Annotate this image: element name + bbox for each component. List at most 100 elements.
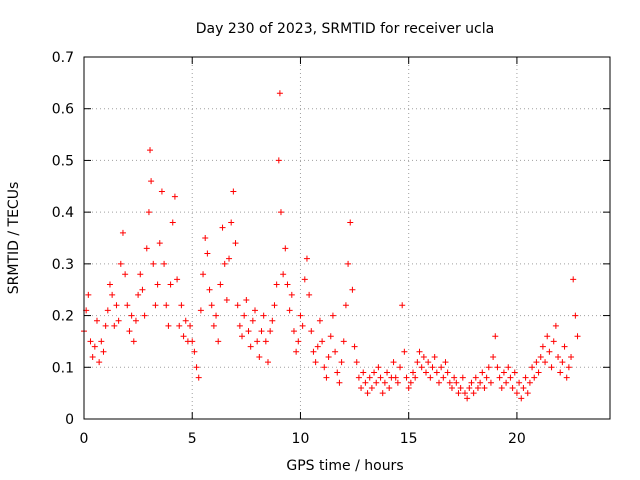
data-point: [435, 379, 442, 386]
data-point: [98, 338, 105, 345]
data-point: [243, 297, 250, 304]
data-point: [565, 364, 572, 371]
y-tick-label: 0.7: [52, 50, 74, 66]
data-point: [282, 245, 289, 252]
data-point: [431, 353, 438, 360]
data-point: [260, 312, 267, 319]
data-point: [550, 338, 557, 345]
data-point: [533, 359, 540, 366]
data-point: [204, 250, 211, 257]
data-point: [384, 369, 391, 376]
data-point: [122, 271, 129, 278]
data-point: [182, 317, 189, 324]
data-point: [366, 374, 373, 381]
data-point: [377, 374, 384, 381]
data-point: [145, 209, 152, 216]
data-point: [574, 333, 581, 340]
data-point: [301, 276, 308, 283]
data-point: [264, 359, 271, 366]
data-point: [187, 322, 194, 329]
data-point: [349, 286, 356, 293]
data-point: [338, 359, 345, 366]
data-point: [329, 312, 336, 319]
data-point: [262, 338, 269, 345]
plot-frame: [83, 56, 611, 420]
data-point: [472, 374, 479, 381]
data-point: [252, 307, 259, 314]
data-point: [351, 343, 358, 350]
data-point: [321, 364, 328, 371]
data-point: [130, 338, 137, 345]
data-point: [414, 359, 421, 366]
data-point: [513, 390, 520, 397]
x-axis-label: GPS time / hours: [286, 458, 403, 474]
data-point: [487, 379, 494, 386]
data-point: [524, 390, 531, 397]
y-tick-label: 0.3: [52, 257, 74, 273]
data-point: [518, 395, 525, 402]
data-point: [297, 312, 304, 319]
x-tick-label: 0: [80, 431, 89, 447]
data-point: [290, 328, 297, 335]
data-point: [559, 359, 566, 366]
data-point: [254, 338, 261, 345]
data-point: [561, 343, 568, 350]
data-point: [503, 379, 510, 386]
data-point: [239, 333, 246, 340]
data-point: [306, 291, 313, 298]
y-tick-label: 0.2: [52, 309, 74, 325]
data-point: [148, 178, 155, 185]
y-tick-label: 0.6: [52, 102, 74, 118]
data-point: [371, 369, 378, 376]
data-point: [362, 379, 369, 386]
data-point: [325, 353, 332, 360]
data-point: [483, 374, 490, 381]
y-tick-label: 0.1: [52, 360, 74, 376]
data-point: [126, 328, 133, 335]
data-point: [316, 317, 323, 324]
data-point: [104, 307, 111, 314]
data-point: [276, 90, 283, 97]
data-point: [169, 219, 176, 226]
data-point: [119, 229, 126, 236]
data-point: [394, 379, 401, 386]
data-point: [174, 276, 181, 283]
data-point: [180, 333, 187, 340]
data-point: [280, 271, 287, 278]
data-point: [496, 374, 503, 381]
x-tick-label: 5: [188, 431, 197, 447]
data-point: [258, 328, 265, 335]
data-point: [410, 369, 417, 376]
data-point: [481, 384, 488, 391]
data-point: [529, 364, 536, 371]
data-point: [228, 219, 235, 226]
data-point: [423, 369, 430, 376]
data-point: [358, 384, 365, 391]
data-point: [241, 312, 248, 319]
data-point: [195, 374, 202, 381]
data-point: [494, 364, 501, 371]
data-point: [470, 390, 477, 397]
data-point: [141, 312, 148, 319]
data-point: [230, 188, 237, 195]
data-point: [85, 291, 92, 298]
data-point: [109, 291, 116, 298]
data-point: [232, 240, 239, 247]
data-point: [544, 333, 551, 340]
grid-layer: [84, 57, 610, 419]
data-point: [542, 359, 549, 366]
data-point: [221, 260, 228, 267]
data-point: [552, 322, 559, 329]
data-point: [303, 255, 310, 262]
data-point: [397, 364, 404, 371]
data-point: [568, 353, 575, 360]
data-point: [448, 384, 455, 391]
data-point: [444, 369, 451, 376]
data-point: [277, 209, 284, 216]
data-point: [455, 390, 462, 397]
data-point: [505, 364, 512, 371]
data-point: [115, 317, 122, 324]
data-point: [139, 286, 146, 293]
data-point: [459, 374, 466, 381]
data-point: [490, 353, 497, 360]
